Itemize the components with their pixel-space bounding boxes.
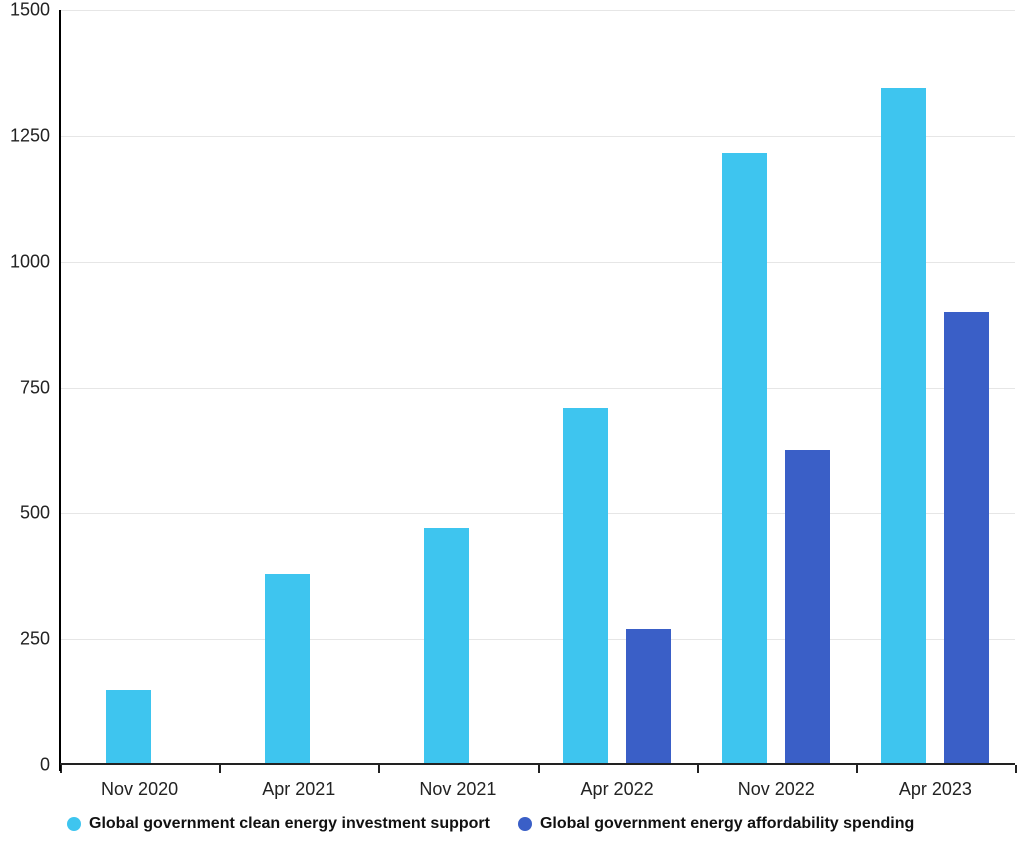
legend-label: Global government clean energy investmen… [89,815,490,833]
bar-clean_energy [424,528,469,765]
y-tick-label: 250 [20,629,60,650]
y-tick-label: 1500 [10,0,60,21]
bar-affordability [626,629,671,765]
gridline [60,262,1015,263]
x-tick-label: Nov 2022 [738,779,815,800]
legend-item-affordability: Global government energy affordability s… [518,815,914,833]
x-tick-label: Nov 2020 [101,779,178,800]
x-tick [1015,765,1017,773]
bar-clean_energy [106,690,151,766]
bar-affordability [944,312,989,765]
bar-affordability [785,450,830,765]
x-tick [219,765,221,773]
gridline [60,639,1015,640]
x-tick-label: Apr 2023 [899,779,972,800]
gridline [60,513,1015,514]
y-axis-line [59,10,61,771]
bar-clean_energy [722,153,767,765]
y-tick-label: 1250 [10,125,60,146]
x-tick [538,765,540,773]
y-tick-label: 0 [40,755,60,776]
y-tick-label: 500 [20,503,60,524]
x-tick-label: Nov 2021 [419,779,496,800]
x-tick-label: Apr 2021 [262,779,335,800]
legend: Global government clean energy investmen… [67,815,1024,833]
gridline [60,10,1015,11]
x-axis-line [60,763,1015,765]
legend-swatch [67,817,81,831]
y-tick-label: 750 [20,377,60,398]
x-tick-label: Apr 2022 [581,779,654,800]
gridline [60,388,1015,389]
bar-clean_energy [563,408,608,765]
x-tick [697,765,699,773]
x-tick [856,765,858,773]
legend-swatch [518,817,532,831]
legend-label: Global government energy affordability s… [540,815,914,833]
bar-clean_energy [265,574,310,765]
plot-area: 0250500750100012501500Nov 2020Apr 2021No… [60,10,1015,765]
x-tick [378,765,380,773]
bar-clean_energy [881,88,926,765]
y-tick-label: 1000 [10,251,60,272]
gridline [60,136,1015,137]
legend-item-clean_energy: Global government clean energy investmen… [67,815,490,833]
chart-container: 0 250 500 750 1000 1250 1500 Nov 2020 Apr 2021 No… [0,0,1024,844]
